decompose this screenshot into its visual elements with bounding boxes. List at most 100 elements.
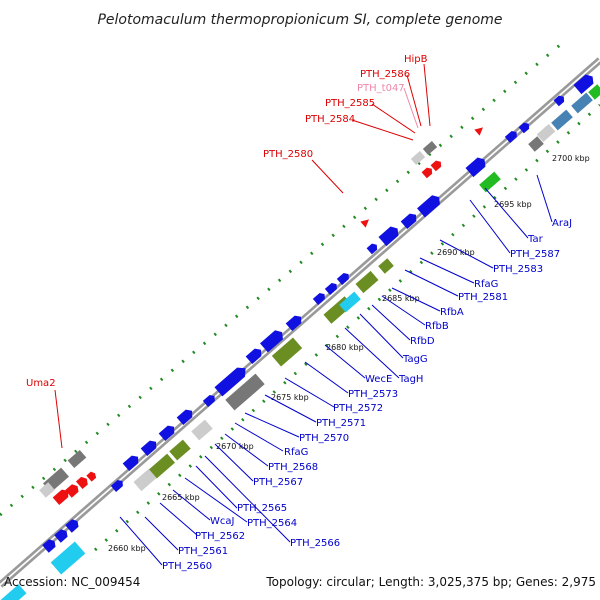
gene-label: PTH_2570 bbox=[299, 433, 349, 444]
leader-line bbox=[184, 477, 248, 523]
leader-line bbox=[404, 269, 459, 297]
leader-line bbox=[172, 489, 211, 521]
leader-line bbox=[244, 412, 300, 438]
gene-cyan bbox=[50, 541, 86, 575]
map-title: Pelotomaculum thermopropionicum SI, comp… bbox=[97, 12, 502, 28]
gene-blue bbox=[285, 315, 302, 332]
gene-lime bbox=[479, 171, 501, 193]
gene-label: AraJ bbox=[552, 218, 572, 229]
lower-strand-genes bbox=[0, 74, 600, 600]
gene-label: PTH_2581 bbox=[458, 292, 508, 303]
leader-line bbox=[371, 304, 411, 341]
gene-cyan bbox=[339, 291, 361, 313]
gene-label: PTH_2580 bbox=[263, 149, 313, 160]
leader-line bbox=[324, 344, 366, 379]
gene-label: PTH_2562 bbox=[195, 531, 245, 542]
gene-label: Uma2 bbox=[26, 378, 56, 389]
gene-blue bbox=[54, 529, 68, 543]
gene-blue bbox=[504, 131, 517, 143]
gene-blue bbox=[214, 367, 246, 397]
gene-blue bbox=[65, 519, 79, 533]
gene-label: PTH_2586 bbox=[360, 69, 410, 80]
gene-label: PTH_2567 bbox=[253, 477, 303, 488]
gene-light bbox=[39, 482, 55, 498]
gene-label: HipB bbox=[404, 54, 428, 65]
leader-line bbox=[536, 174, 553, 223]
gene-light bbox=[536, 123, 556, 143]
gene-blue bbox=[260, 330, 283, 353]
gene-red bbox=[86, 471, 97, 482]
gene-red bbox=[474, 127, 484, 136]
kbp-label: 2700 kbp bbox=[552, 154, 590, 163]
gene-label: PTH_t047 bbox=[357, 83, 405, 94]
gene-label: PTH_2584 bbox=[305, 114, 355, 125]
leader-line bbox=[403, 87, 419, 129]
gene-cyan bbox=[0, 584, 27, 600]
kbp-label: 2670 kbp bbox=[216, 442, 254, 451]
leader-line bbox=[119, 516, 163, 566]
leader-line bbox=[195, 465, 238, 509]
gene-steel bbox=[571, 92, 593, 114]
leader-line bbox=[234, 422, 284, 452]
gene-label: PTH_2583 bbox=[493, 264, 543, 275]
gene-blue bbox=[400, 213, 417, 230]
gene-green bbox=[169, 439, 191, 461]
gene-label: TagH bbox=[398, 374, 423, 385]
gene-gray bbox=[528, 136, 544, 152]
leader-line bbox=[359, 313, 404, 359]
gene-blue bbox=[202, 395, 215, 407]
gene-label: PTH_2572 bbox=[333, 403, 383, 414]
leader-line bbox=[371, 103, 416, 134]
leader-line bbox=[351, 119, 414, 141]
leader-line bbox=[484, 187, 529, 239]
gene-red bbox=[430, 160, 442, 172]
kbp-label: 2695 kbp bbox=[494, 200, 532, 209]
leader-line bbox=[159, 502, 198, 536]
kbp-label: 2685 kbp bbox=[382, 294, 420, 303]
gene-label: PTH_2560 bbox=[162, 561, 212, 572]
upper-strand-genes bbox=[39, 127, 484, 506]
gene-red bbox=[75, 476, 88, 490]
gene-label: RfaG bbox=[474, 279, 498, 290]
gene-blue bbox=[176, 409, 193, 426]
leader-line bbox=[391, 287, 441, 312]
kbp-label: 2675 kbp bbox=[271, 393, 309, 402]
leader-line bbox=[304, 361, 349, 394]
gene-label: PTH_2568 bbox=[268, 462, 318, 473]
gene-gray bbox=[422, 141, 438, 155]
leader-line bbox=[311, 159, 344, 194]
leader-line bbox=[439, 239, 494, 269]
gene-label: PTH_2561 bbox=[178, 546, 228, 557]
gene-blue bbox=[553, 95, 565, 107]
gene-label: PTH_2566 bbox=[290, 538, 340, 549]
kbp-label: 2690 kbp bbox=[437, 248, 475, 257]
gene-label: WecE bbox=[365, 374, 392, 385]
gene-steel bbox=[551, 109, 573, 131]
gene-blue bbox=[573, 74, 594, 95]
gene-label: WcaJ bbox=[210, 516, 234, 527]
gene-blue bbox=[518, 122, 530, 134]
leader-line bbox=[224, 433, 269, 467]
gene-label: PTH_2573 bbox=[348, 389, 398, 400]
leader-line bbox=[419, 257, 475, 284]
gene-label: PTH_2564 bbox=[247, 518, 297, 529]
gene-red bbox=[65, 484, 79, 498]
gene-label: RfbB bbox=[425, 321, 449, 332]
gene-green bbox=[149, 453, 175, 479]
lower-tick-line bbox=[94, 103, 600, 552]
gene-red bbox=[52, 489, 69, 506]
leader-line bbox=[381, 295, 426, 326]
gene-blue bbox=[110, 480, 123, 492]
kbp-label: 2665 kbp bbox=[162, 493, 200, 502]
gene-green bbox=[271, 337, 303, 367]
gene-blue bbox=[245, 348, 262, 365]
leader-line bbox=[284, 377, 335, 408]
leader-line bbox=[344, 327, 400, 379]
gene-blue bbox=[465, 157, 486, 178]
leader-lines bbox=[54, 63, 553, 566]
gene-label: RfaG bbox=[284, 447, 308, 458]
gene-green bbox=[355, 270, 379, 294]
leader-line bbox=[469, 199, 511, 254]
gene-light bbox=[191, 419, 213, 441]
